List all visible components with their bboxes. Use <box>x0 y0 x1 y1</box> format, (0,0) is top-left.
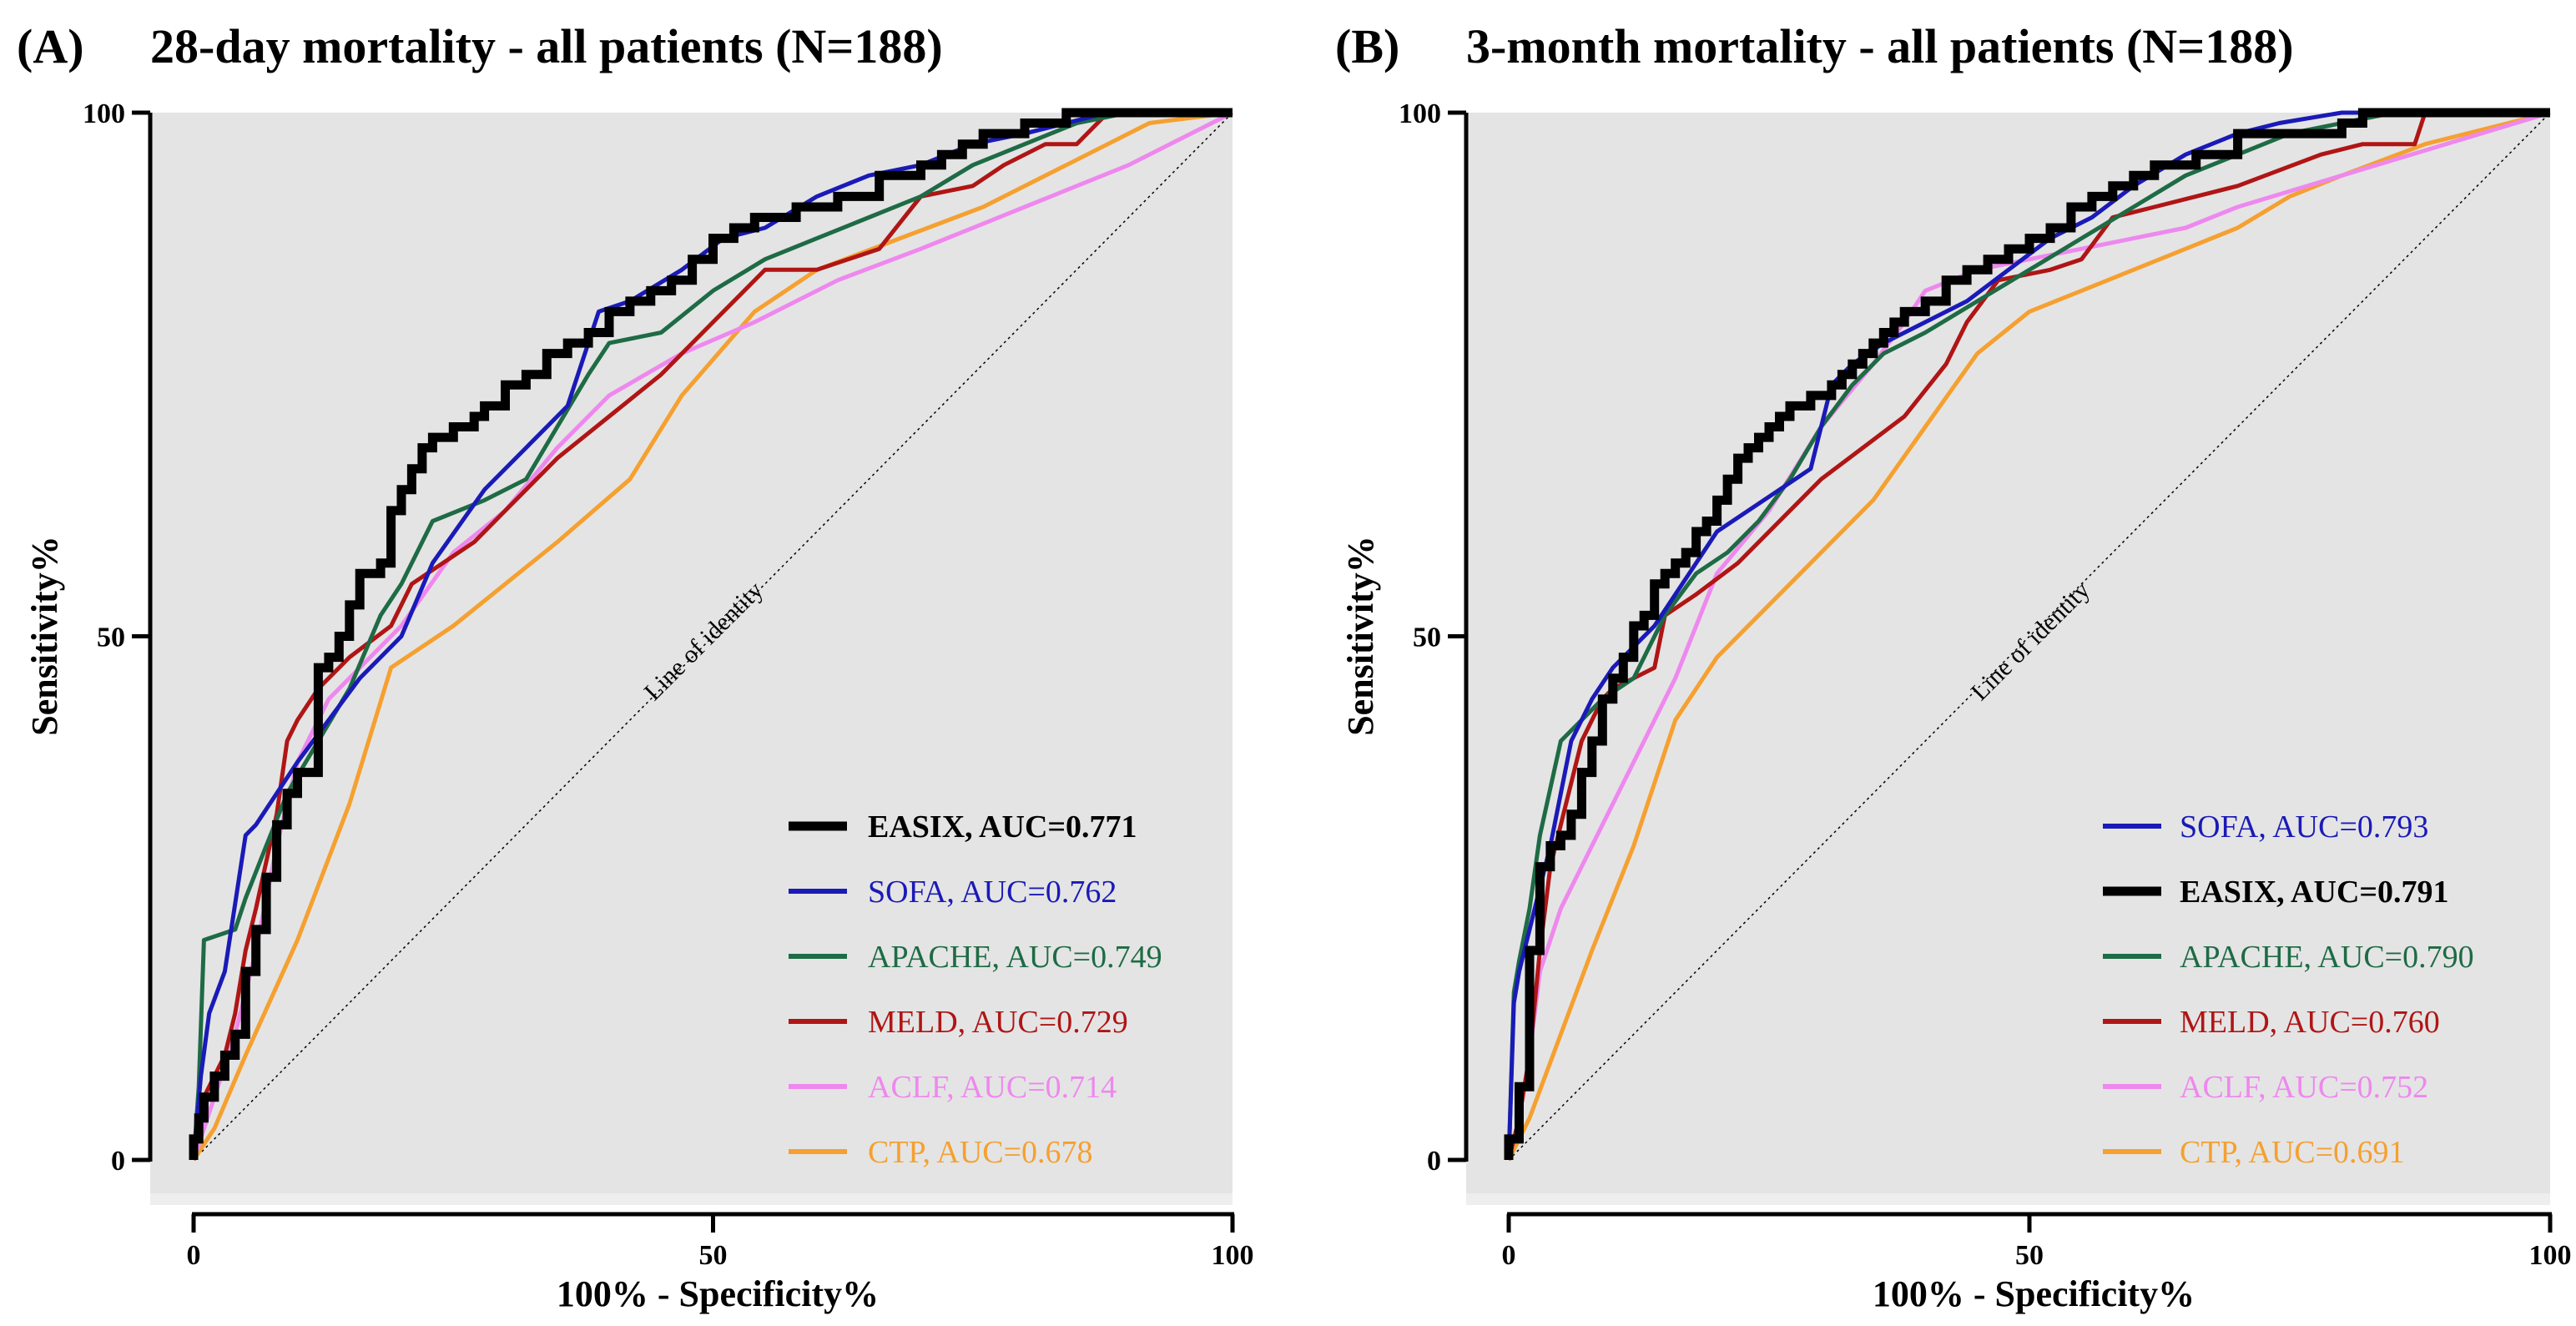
y-tick-label: 50 <box>97 623 125 653</box>
legend: EASIX, AUC=0.771 SOFA, AUC=0.762 APACHE, A… <box>789 809 1162 1170</box>
chart-title: 28-day mortality - all patients (N=188) <box>150 19 943 73</box>
x-tick-label: 100 <box>1212 1240 1254 1271</box>
roc-curve-sofa <box>191 110 1233 1161</box>
series-apache <box>1506 110 2550 1161</box>
legend-label-meld: MELD, AUC=0.729 <box>868 1005 1128 1040</box>
panel-label: (A) <box>17 19 84 73</box>
x-tick-label: 50 <box>2015 1240 2044 1271</box>
x-axis-label: 100% - Specificity% <box>557 1273 879 1314</box>
x-axis-label: 100% - Specificity% <box>1873 1273 2195 1314</box>
y-tick-label: 50 <box>1413 623 1441 653</box>
series-ctp <box>1506 110 2551 1162</box>
legend-label-ctp: CTP, AUC=0.678 <box>868 1135 1093 1170</box>
x-tick-label: 0 <box>187 1240 201 1271</box>
series-ctp <box>191 110 1233 1162</box>
y-tick-label: 0 <box>111 1146 125 1177</box>
legend-label-aclf: ACLF, AUC=0.714 <box>868 1070 1117 1105</box>
legend-label-apache: APACHE, AUC=0.790 <box>2180 940 2474 975</box>
x-tick-label: 100 <box>2529 1240 2572 1271</box>
roc-curve-meld <box>191 110 1233 1161</box>
y-axis-label: Sensitivity% <box>24 536 65 736</box>
roc-curve-ctp <box>191 110 1233 1162</box>
y-tick-label: 100 <box>83 98 125 129</box>
x-tick-label: 50 <box>699 1240 728 1271</box>
legend-label-ctp: CTP, AUC=0.691 <box>2180 1135 2405 1170</box>
y-tick-label: 0 <box>1427 1146 1441 1177</box>
roc-curve-apache <box>191 110 1233 1161</box>
y-tick-label: 100 <box>1399 98 1441 129</box>
roc-curve-easix <box>1504 108 2550 1160</box>
series-meld <box>1506 110 2550 1161</box>
plot-bottom-strip <box>150 1193 1233 1205</box>
identity-line <box>1508 112 2551 1161</box>
chart-title: 3-month mortality - all patients (N=188) <box>1466 19 2294 73</box>
identity-line <box>193 112 1233 1161</box>
chart-panel-b: (B) 3-month mortality - all patients (N=1… <box>1335 19 2572 1314</box>
legend-label-meld: MELD, AUC=0.760 <box>2180 1005 2440 1040</box>
legend-label-sofa: SOFA, AUC=0.793 <box>2180 809 2428 845</box>
series-easix <box>1504 108 2550 1160</box>
chart-panel-a: (A) 28-day mortality - all patients (N=18… <box>17 19 1254 1314</box>
y-axis-label: Sensitivity% <box>1340 536 1381 736</box>
plot-bottom-strip <box>1466 1193 2550 1205</box>
legend-label-aclf: ACLF, AUC=0.752 <box>2180 1070 2428 1105</box>
roc-curve-meld <box>1506 110 2550 1161</box>
panel-label: (B) <box>1335 19 1399 73</box>
legend: SOFA, AUC=0.793 EASIX, AUC=0.791 APACHE, A… <box>2103 809 2474 1170</box>
series-apache <box>191 110 1233 1161</box>
roc-curve-easix <box>189 108 1233 1160</box>
legend-label-easix: EASIX, AUC=0.771 <box>868 809 1137 845</box>
x-tick-label: 0 <box>1502 1240 1516 1271</box>
legend-label-easix: EASIX, AUC=0.791 <box>2180 875 2449 910</box>
series-easix <box>189 108 1233 1160</box>
legend-label-sofa: SOFA, AUC=0.762 <box>868 875 1117 910</box>
roc-curve-apache <box>1506 110 2550 1161</box>
series-sofa <box>191 110 1233 1161</box>
legend-label-apache: APACHE, AUC=0.749 <box>868 940 1162 975</box>
roc-curve-ctp <box>1506 110 2551 1162</box>
series-meld <box>191 110 1233 1161</box>
